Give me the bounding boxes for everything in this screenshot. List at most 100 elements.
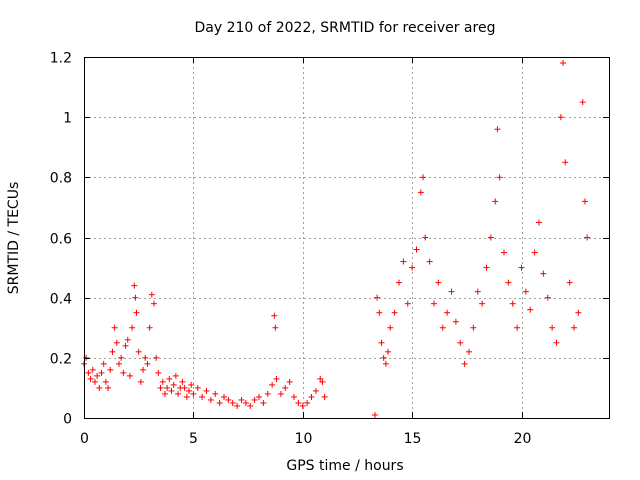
data-point bbox=[105, 384, 112, 391]
tick-labels: 0 5 10 15 20 0 0.2 0.4 0.6 0.8 1 1.2 bbox=[50, 51, 532, 448]
data-point bbox=[131, 282, 138, 289]
data-point bbox=[581, 198, 588, 205]
data-point bbox=[166, 375, 173, 382]
data-point bbox=[120, 369, 127, 376]
data-point bbox=[505, 279, 512, 286]
data-point bbox=[146, 324, 153, 331]
data-point bbox=[452, 318, 459, 325]
data-point bbox=[122, 342, 129, 349]
data-point bbox=[151, 300, 157, 307]
data-point bbox=[470, 324, 477, 331]
data-point bbox=[431, 300, 437, 307]
data-point bbox=[380, 354, 387, 361]
data-point bbox=[376, 309, 383, 316]
data-point bbox=[522, 288, 529, 295]
data-point bbox=[260, 399, 267, 406]
data-point bbox=[247, 402, 254, 409]
data-point bbox=[157, 384, 164, 391]
data-point bbox=[291, 393, 297, 400]
data-point bbox=[109, 348, 116, 355]
x-axis-label: GPS time / hours bbox=[286, 458, 403, 474]
data-point bbox=[256, 393, 262, 400]
data-point bbox=[273, 375, 280, 382]
data-point bbox=[168, 387, 175, 394]
data-point bbox=[124, 336, 131, 343]
data-point bbox=[308, 393, 315, 400]
data-point bbox=[188, 381, 195, 388]
data-point bbox=[299, 402, 306, 409]
data-point bbox=[164, 384, 171, 391]
data-point bbox=[413, 246, 420, 253]
data-point bbox=[102, 378, 109, 385]
y-tick-label: 1 bbox=[63, 111, 72, 127]
data-point bbox=[229, 399, 236, 406]
data-point bbox=[496, 174, 503, 181]
data-point bbox=[378, 339, 385, 346]
data-point bbox=[238, 396, 245, 403]
data-point bbox=[536, 219, 542, 226]
data-point bbox=[420, 174, 427, 181]
data-point bbox=[87, 375, 94, 382]
x-tick-label: 5 bbox=[189, 431, 198, 447]
data-point bbox=[183, 393, 190, 400]
data-point bbox=[439, 324, 446, 331]
data-point bbox=[85, 369, 92, 376]
data-point bbox=[579, 99, 586, 106]
data-point bbox=[144, 360, 151, 367]
data-point bbox=[557, 114, 564, 121]
data-point bbox=[170, 381, 177, 388]
y-tick-label: 0.2 bbox=[50, 352, 72, 368]
data-point bbox=[161, 390, 168, 397]
data-points bbox=[81, 60, 591, 418]
data-point bbox=[175, 390, 182, 397]
data-point bbox=[137, 378, 144, 385]
data-point bbox=[111, 324, 118, 331]
x-tick-label: 0 bbox=[80, 431, 89, 447]
data-point bbox=[89, 366, 96, 373]
data-point bbox=[474, 288, 481, 295]
data-point bbox=[96, 384, 103, 391]
data-point bbox=[319, 378, 326, 385]
data-point bbox=[251, 396, 258, 403]
data-point bbox=[107, 366, 114, 373]
y-axis-label: SRMTID / TECUs bbox=[6, 182, 22, 295]
data-point bbox=[371, 411, 378, 418]
data-point bbox=[94, 372, 101, 379]
data-point bbox=[553, 339, 560, 346]
data-point bbox=[126, 372, 133, 379]
data-point bbox=[571, 324, 577, 331]
data-point bbox=[199, 393, 206, 400]
data-point bbox=[382, 360, 389, 367]
data-point bbox=[321, 393, 328, 400]
data-point bbox=[142, 354, 149, 361]
data-point bbox=[91, 378, 98, 385]
y-tick-label: 1.2 bbox=[50, 51, 72, 67]
data-point bbox=[422, 234, 429, 241]
data-point bbox=[400, 258, 407, 265]
data-point bbox=[391, 309, 398, 316]
data-point bbox=[461, 360, 468, 367]
data-point bbox=[540, 270, 547, 277]
data-point bbox=[133, 309, 140, 316]
data-point bbox=[492, 198, 499, 205]
grid bbox=[84, 57, 609, 418]
data-point bbox=[487, 234, 494, 241]
data-point bbox=[444, 309, 451, 316]
data-point bbox=[179, 378, 186, 385]
data-point bbox=[531, 249, 538, 256]
y-tick-label: 0 bbox=[63, 412, 72, 428]
data-point bbox=[118, 354, 125, 361]
data-point bbox=[404, 300, 411, 307]
y-tick-label: 0.8 bbox=[50, 171, 72, 187]
data-point bbox=[277, 390, 284, 397]
data-point bbox=[155, 369, 162, 376]
data-point bbox=[100, 360, 107, 367]
data-point bbox=[374, 294, 381, 301]
data-point bbox=[132, 294, 139, 301]
data-point bbox=[584, 234, 591, 241]
data-point bbox=[295, 399, 302, 406]
data-point bbox=[271, 312, 278, 319]
data-point bbox=[417, 189, 424, 196]
data-point bbox=[221, 393, 227, 400]
